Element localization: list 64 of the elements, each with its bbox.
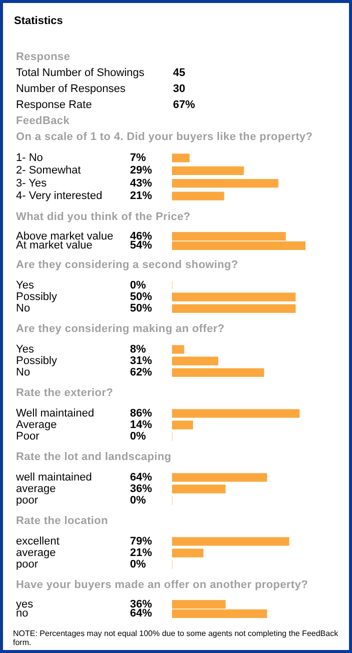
y-tick-label: Possibly: [16, 291, 58, 304]
chart-title: What did you think of the Price?: [16, 210, 192, 225]
chart-title: Have your buyers made an offer on another property?: [16, 578, 309, 593]
text: 67%: [173, 99, 196, 111]
y-tick-label: 1- No: [16, 152, 43, 164]
category-label: Response Rate: [16, 99, 92, 111]
text: Rate the location: [16, 514, 110, 529]
data-label: 8%: [130, 343, 146, 356]
text: 30: [173, 83, 186, 95]
chart-title: Are they considering a second showing?: [16, 258, 240, 273]
y-tick-label: Poor: [16, 430, 40, 443]
data-label: 64%: [130, 608, 152, 620]
y-tick-label: poor: [16, 494, 38, 507]
y-tick-label: Well maintained: [16, 407, 94, 420]
y-tick-label: well maintained: [15, 471, 92, 484]
category-label: Total Number of Showings: [16, 67, 144, 79]
data-label: 7%: [130, 152, 146, 164]
y-tick-label: Yes: [16, 279, 34, 292]
data-label: 50%: [130, 302, 152, 315]
bar: [172, 166, 244, 175]
y-tick-label: No: [16, 302, 30, 315]
bar: [172, 192, 224, 200]
bar: [172, 154, 190, 162]
data-label: 21%: [130, 547, 152, 560]
data-label: 64%: [130, 471, 152, 484]
data-label: 0%: [130, 558, 146, 571]
text: Statistics: [14, 15, 64, 29]
y-tick-label: 3- Yes: [16, 177, 48, 190]
data-label: 86%: [130, 407, 152, 420]
chart-title: Rate the lot and landscaping: [16, 450, 172, 465]
y-tick-label: yes: [16, 598, 34, 610]
text: Rate the exterior?: [16, 386, 114, 401]
data-label: 79%: [130, 535, 152, 548]
data-label: 50%: [130, 291, 152, 304]
y-tick-label: 4- Very interested: [16, 190, 102, 202]
category-label: Number of Responses: [16, 83, 126, 95]
y-tick-label: average: [16, 483, 56, 496]
y-tick-label: Yes: [16, 343, 34, 356]
data-label: 21%: [130, 190, 152, 202]
y-tick-label: Average: [16, 419, 57, 432]
y-tick-label: 2- Somewhat: [16, 164, 81, 177]
chart-subtitle: On a scale of 1 to 4. Did your buyers like the property?: [16, 130, 314, 145]
y-tick-label: excellent: [16, 535, 60, 548]
y-tick-label: average: [16, 547, 56, 560]
bar: [172, 179, 278, 188]
data-label: 0%: [130, 430, 146, 443]
text: NOTE: Percentages may not equal 100% due to some agents not completing the FeedBack form.: [13, 629, 340, 647]
data-label: 0%: [130, 279, 146, 292]
data-label: 62%: [130, 366, 152, 379]
text: 45: [173, 67, 186, 79]
data-label: 43%: [130, 177, 152, 190]
data-label: 14%: [130, 419, 152, 432]
data-label: 0%: [130, 494, 146, 507]
y-tick-label: No: [16, 366, 30, 379]
data-label: 29%: [130, 164, 152, 177]
data-label: 54%: [130, 240, 152, 252]
text: FeedBack: [16, 114, 71, 129]
y-tick-label: poor: [16, 558, 38, 571]
y-tick-label: At market value: [16, 240, 92, 252]
data-label: 36%: [130, 483, 152, 496]
text: Response: [16, 50, 72, 65]
y-tick-label: Possibly: [16, 355, 58, 368]
data-label: 31%: [130, 355, 152, 368]
chart-title: Are they considering making an offer?: [16, 322, 226, 337]
